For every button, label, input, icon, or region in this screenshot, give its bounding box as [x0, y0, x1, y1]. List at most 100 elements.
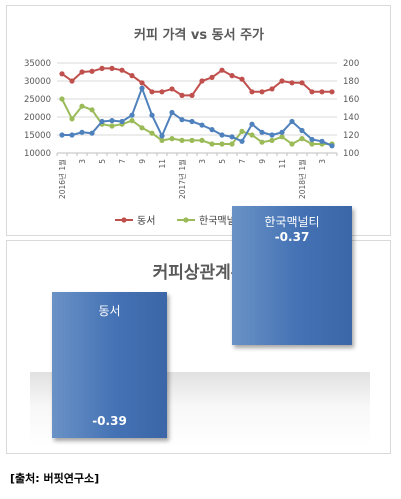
- data-point: [139, 125, 145, 131]
- data-point: [269, 132, 275, 138]
- y-left-tick-label: 30000: [24, 77, 51, 87]
- legend-marker: [183, 217, 189, 223]
- data-point: [129, 112, 135, 118]
- data-point: [209, 74, 215, 80]
- x-tick-label: 9: [138, 159, 147, 164]
- data-point: [229, 73, 235, 79]
- data-point: [189, 137, 195, 143]
- legend-marker: [121, 217, 127, 223]
- data-point: [139, 80, 145, 86]
- data-point: [279, 78, 285, 84]
- data-point: [99, 65, 105, 71]
- y-left-tick-label: 25000: [24, 95, 51, 105]
- x-tick-label: 3: [78, 159, 87, 164]
- data-point: [179, 92, 185, 98]
- data-point: [199, 78, 205, 84]
- data-point: [249, 121, 255, 127]
- data-point: [159, 133, 165, 139]
- data-point: [169, 136, 175, 142]
- data-point: [319, 89, 325, 95]
- data-point: [189, 92, 195, 98]
- data-point: [59, 71, 65, 77]
- data-point: [119, 67, 125, 73]
- data-point: [239, 138, 245, 144]
- data-point: [199, 122, 205, 128]
- data-point: [229, 134, 235, 140]
- data-point: [219, 67, 225, 73]
- data-point: [299, 80, 305, 86]
- data-point: [69, 116, 75, 122]
- data-point: [129, 118, 135, 124]
- data-point: [109, 118, 115, 124]
- data-point: [219, 132, 225, 138]
- data-point: [269, 86, 275, 92]
- y-right-tick-label: 100: [343, 149, 359, 159]
- data-point: [249, 132, 255, 138]
- data-point: [149, 112, 155, 118]
- data-point: [239, 76, 245, 82]
- data-point: [79, 129, 85, 135]
- series-line: [61, 67, 332, 97]
- y-right-tick-label: 200: [343, 59, 359, 69]
- data-point: [289, 80, 295, 86]
- data-point: [89, 130, 95, 136]
- data-point: [209, 127, 215, 133]
- data-point: [179, 137, 185, 143]
- data-point: [119, 118, 125, 125]
- data-point: [289, 141, 295, 147]
- data-point: [219, 141, 225, 147]
- y-left-tick-label: 35000: [24, 59, 51, 69]
- data-point: [149, 89, 155, 95]
- data-point: [59, 96, 65, 102]
- legend-label: 동서: [137, 215, 155, 227]
- x-tick-label: 9: [258, 159, 267, 164]
- data-point: [259, 129, 265, 135]
- data-point: [279, 129, 285, 135]
- data-point: [269, 137, 275, 143]
- data-point: [169, 86, 175, 92]
- data-point: [59, 132, 65, 138]
- x-tick-label: 11: [158, 159, 167, 169]
- data-point: [79, 69, 85, 75]
- data-point: [69, 78, 75, 84]
- data-point: [259, 139, 265, 145]
- data-point: [109, 65, 115, 71]
- data-point: [89, 107, 95, 113]
- correlation-title: 커피상관계수: [152, 263, 247, 283]
- data-point: [129, 73, 135, 79]
- data-point: [329, 143, 335, 149]
- x-tick-label: 2017년 1월: [177, 159, 187, 199]
- data-point: [319, 138, 325, 144]
- series-line: [61, 98, 332, 145]
- x-tick-label: 7: [238, 159, 247, 164]
- bar-label-korea-mcnulty: 한국맥널티: [264, 215, 320, 230]
- data-point: [289, 118, 295, 125]
- x-tick-label: 5: [98, 159, 107, 164]
- x-tick-label: 3: [318, 159, 327, 164]
- data-point: [99, 118, 105, 125]
- data-point: [79, 103, 85, 109]
- x-tick-label: 3: [198, 159, 207, 164]
- data-point: [309, 141, 315, 147]
- data-point: [139, 85, 145, 91]
- data-point: [229, 141, 235, 147]
- line-chart: 커피 가격 vs 동서 주가 10000 15000 20000 25000 30000…: [24, 28, 359, 227]
- bar-korea-mcnulty: 한국맥널티 -0.37: [232, 206, 352, 345]
- data-point: [69, 132, 75, 138]
- data-point: [309, 89, 315, 95]
- y-left-tick-label: 20000: [24, 113, 51, 123]
- chart-title: 커피 가격 vs 동서 주가: [134, 28, 264, 43]
- bar-value-korea-mcnulty: -0.37: [274, 230, 310, 245]
- data-point: [159, 89, 165, 95]
- y-right-tick-label: 140: [343, 113, 359, 123]
- data-point: [199, 137, 205, 143]
- data-point: [249, 89, 255, 95]
- x-tick-label: 7: [118, 159, 127, 164]
- data-point: [329, 89, 335, 95]
- data-point: [209, 141, 215, 147]
- y-left-tick-label: 10000: [24, 149, 51, 159]
- data-point: [309, 136, 315, 143]
- data-point: [279, 134, 285, 140]
- y-left-tick-label: 15000: [24, 131, 51, 141]
- data-point: [159, 137, 165, 143]
